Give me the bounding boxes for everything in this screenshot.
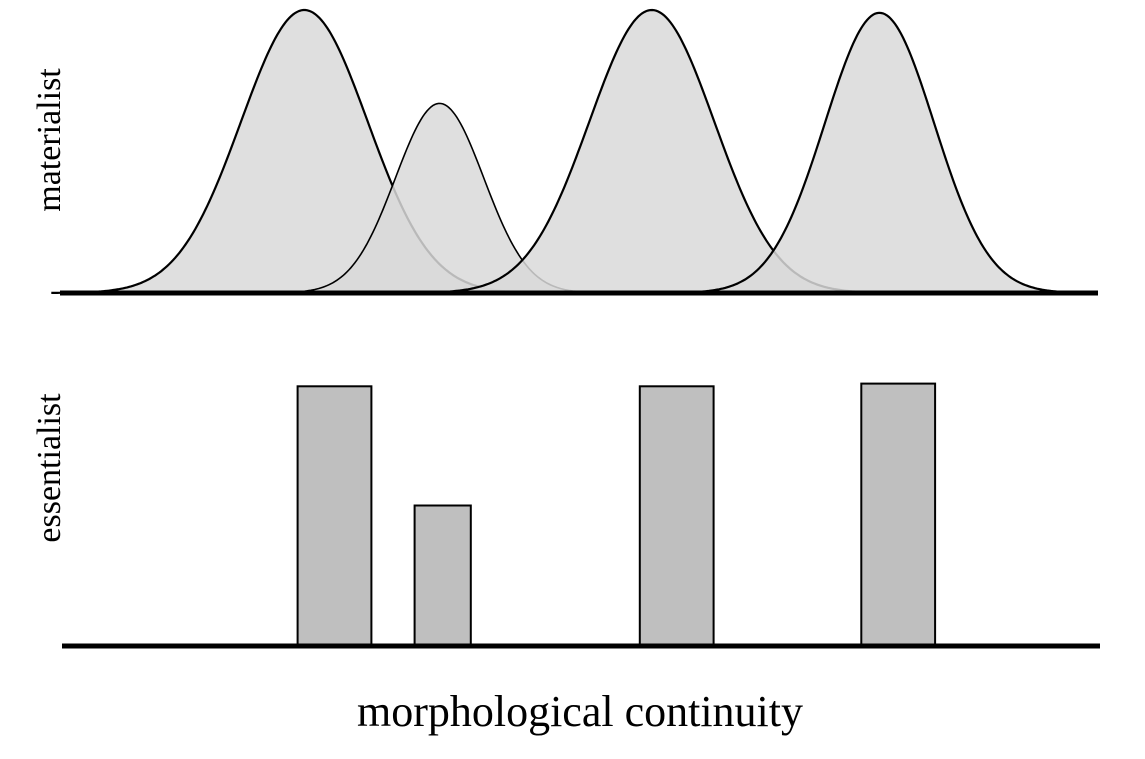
category-bar-2 <box>413 504 472 647</box>
essentialist-panel <box>296 382 937 647</box>
essentialist-label: essentialist <box>31 393 68 543</box>
category-bar-1 <box>296 385 373 647</box>
category-bar-3 <box>638 385 715 647</box>
distribution-curve-4 <box>661 11 1098 294</box>
x-axis-label: morphological continuity <box>357 687 803 736</box>
materialist-panel <box>51 8 1098 294</box>
category-bar-4 <box>860 382 937 647</box>
materialist-label: materialist <box>31 68 68 212</box>
